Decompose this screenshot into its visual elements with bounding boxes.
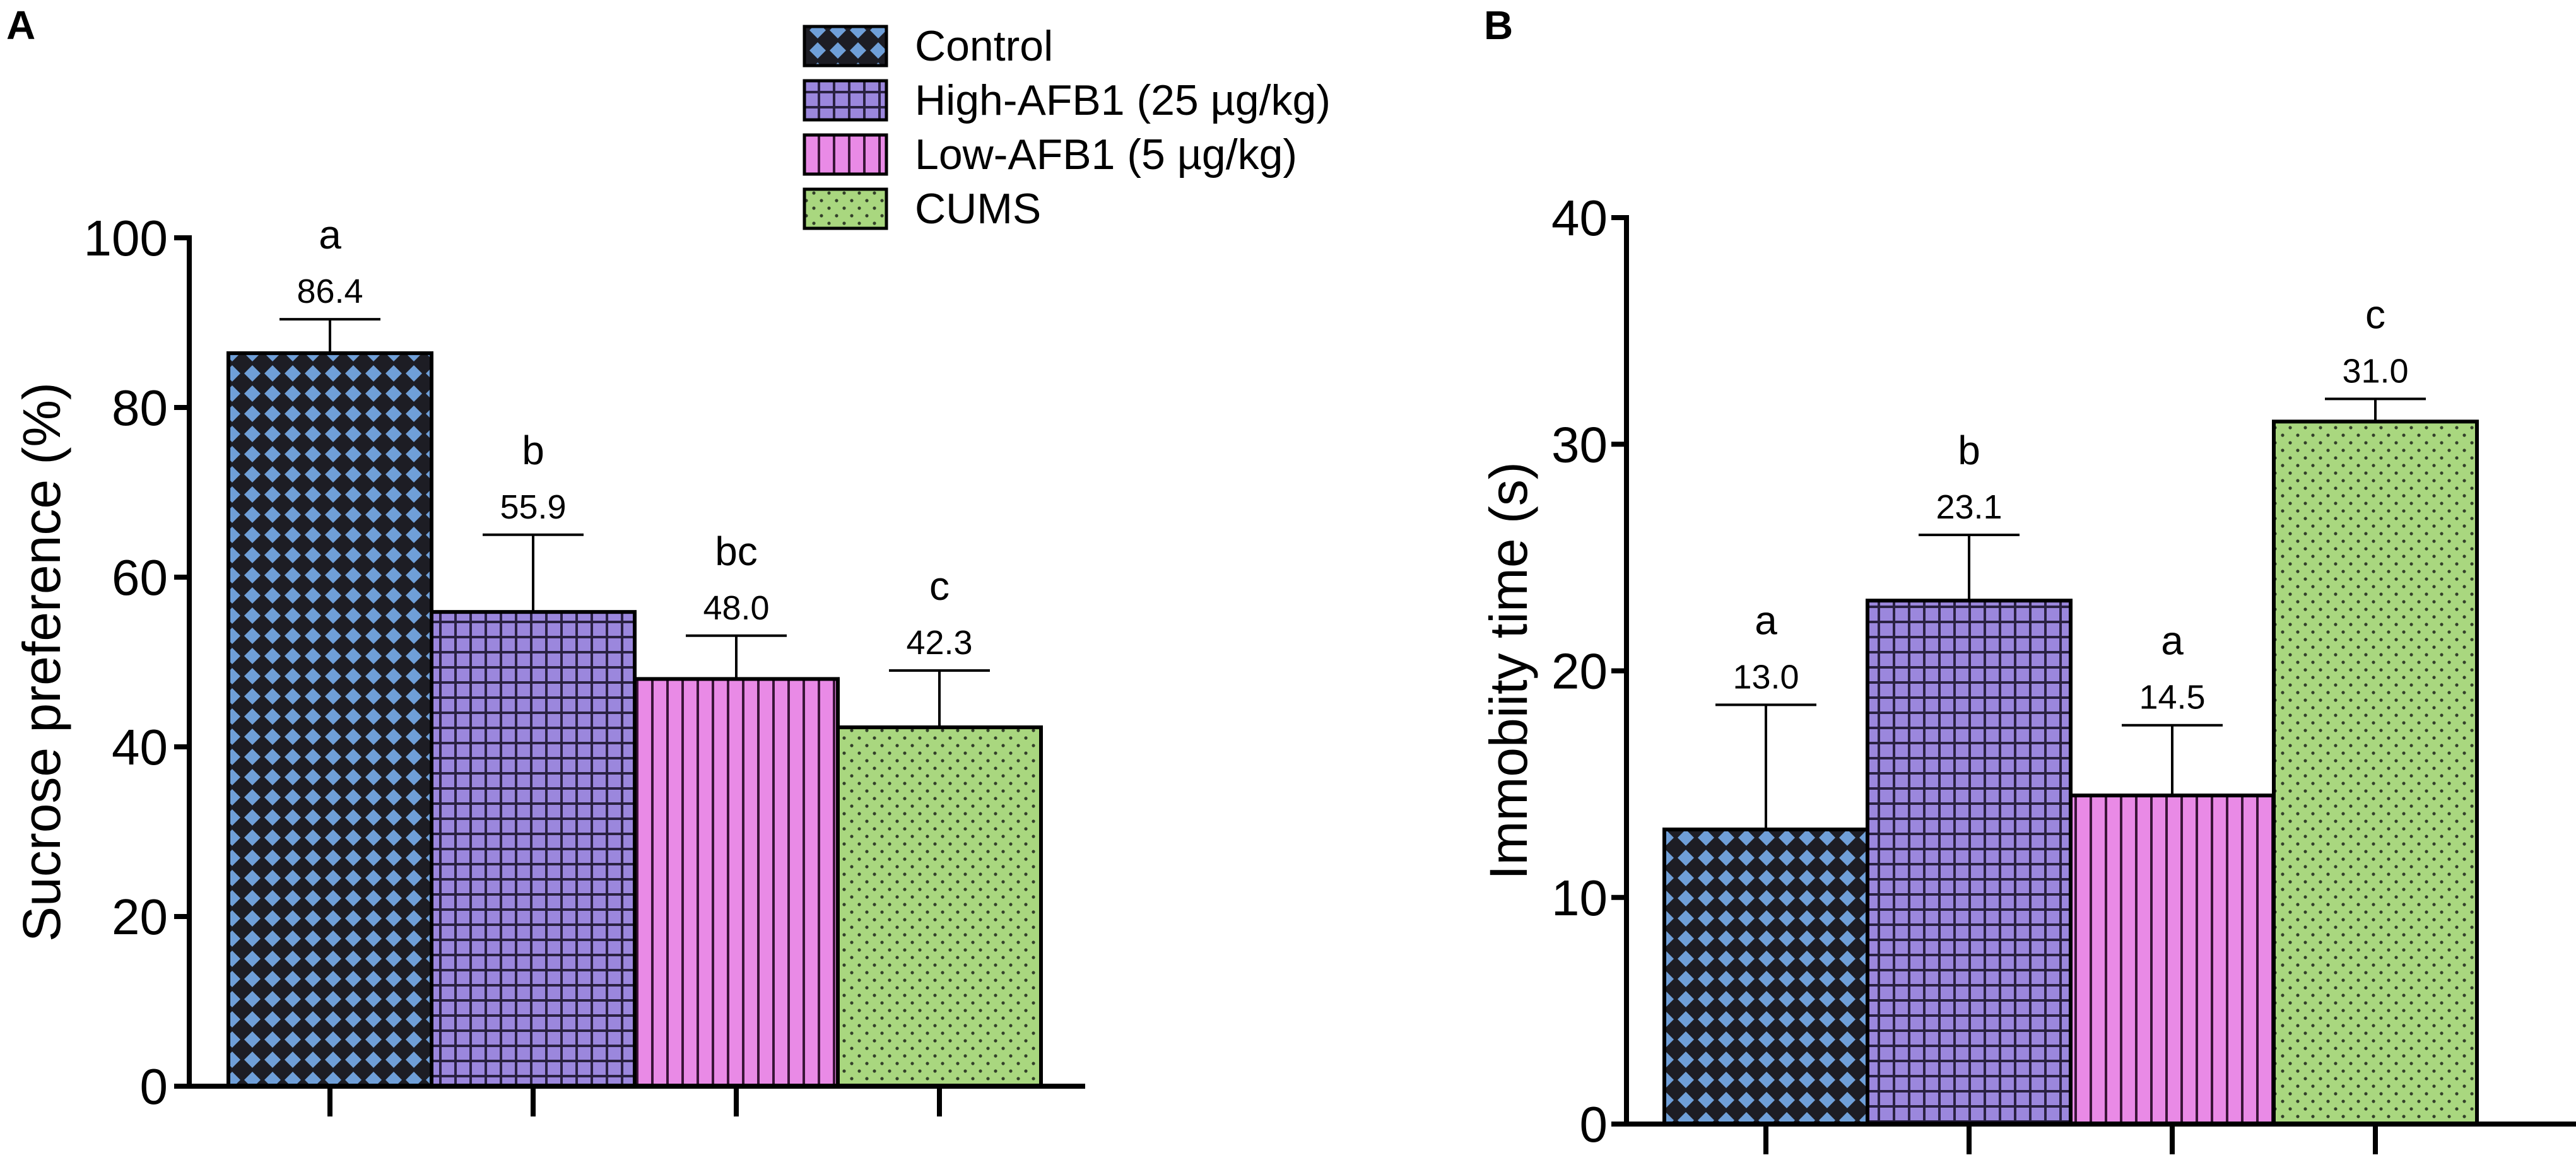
significance-letter-a-3: c	[929, 563, 950, 609]
panel-a-label: A	[6, 3, 35, 48]
y-tick-label-b-4: 40	[1551, 190, 1608, 246]
legend-swatch-1	[803, 79, 888, 122]
legend-label-1: High-AFB1 (25 µg/kg)	[915, 76, 1331, 124]
y-tick-label-a-5: 100	[84, 210, 168, 266]
value-label-a-3: 42.3	[906, 624, 972, 662]
y-tick-label-a-3: 60	[112, 549, 168, 606]
bar-b-0	[1662, 827, 1869, 1126]
error-bars-b	[1715, 397, 2426, 829]
value-label-b-3: 31.0	[2342, 352, 2408, 390]
y-axis-title-b: Immobiity time (s)	[1479, 462, 1538, 880]
bar-b-1	[1866, 599, 2073, 1126]
y-tick-label-a-0: 0	[140, 1058, 168, 1115]
y-tick-label-a-4: 80	[112, 380, 168, 436]
legend-swatch-2	[803, 133, 888, 176]
legend-swatch-3	[803, 187, 888, 230]
legend-label-2: Low-AFB1 (5 µg/kg)	[915, 131, 1297, 179]
chart-panel-a: Sucrose preference (%) 0 20 40 60 80 100 86.4…	[12, 210, 1085, 1116]
significance-letter-b-0: a	[1755, 597, 1777, 643]
significance-letter-a-1: b	[522, 428, 544, 473]
y-tick-label-a-2: 40	[112, 719, 168, 775]
bar-a-2	[633, 677, 840, 1088]
y-axis-ticks-b: 0 10 20 30 40	[1551, 190, 1626, 1152]
value-label-a-1: 55.9	[500, 488, 566, 526]
y-tick-label-b-0: 0	[1580, 1096, 1608, 1152]
value-label-b-2: 14.5	[2139, 679, 2205, 717]
significance-letter-b-1: b	[1958, 428, 1980, 473]
y-tick-label-b-3: 30	[1551, 416, 1608, 472]
value-label-b-0: 13.0	[1732, 658, 1799, 696]
bar-b-2	[2069, 794, 2276, 1126]
legend-label-0: Control	[915, 22, 1053, 70]
bars-a	[226, 351, 1043, 1088]
error-bars-a	[279, 318, 990, 728]
y-axis-ticks-a: 0 20 40 60 80 100	[84, 210, 189, 1115]
y-axis-title-group-b: Immobiity time (s)	[1479, 462, 1538, 880]
value-label-a-0: 86.4	[297, 272, 363, 310]
y-tick-label-a-1: 20	[112, 889, 168, 945]
value-labels-b: 13.0 a 23.1 b 14.5 a 31.0 c	[1732, 291, 2408, 716]
significance-letter-a-0: a	[319, 212, 341, 257]
legend: Control High-AFB1 (25 µg/kg) Low-AFB1 (5 µ…	[803, 22, 1331, 233]
bar-a-3	[836, 725, 1043, 1088]
y-axis-title-group-a: Sucrose preference (%)	[12, 382, 71, 942]
axes-a	[187, 235, 1085, 1116]
bar-a-1	[430, 610, 637, 1088]
panel-b-label: B	[1484, 3, 1513, 48]
y-tick-label-b-2: 20	[1551, 643, 1608, 700]
y-axis-title-a: Sucrose preference (%)	[12, 382, 71, 942]
significance-letter-b-2: a	[2161, 618, 2184, 664]
legend-label-3: CUMS	[915, 185, 1041, 233]
axes-b	[1624, 215, 2576, 1154]
significance-letter-a-2: bc	[715, 529, 758, 574]
value-labels-a: 86.4 a 55.9 b 48.0 bc 42.3 c	[297, 212, 972, 662]
y-tick-label-b-1: 10	[1551, 870, 1608, 926]
legend-swatch-0	[803, 25, 888, 67]
value-label-b-1: 23.1	[1936, 488, 2002, 526]
bars-b	[1662, 419, 2479, 1127]
bar-a-0	[226, 351, 433, 1088]
significance-letter-b-3: c	[2365, 291, 2385, 337]
bar-b-3	[2272, 419, 2479, 1127]
value-label-a-2: 48.0	[703, 589, 769, 627]
